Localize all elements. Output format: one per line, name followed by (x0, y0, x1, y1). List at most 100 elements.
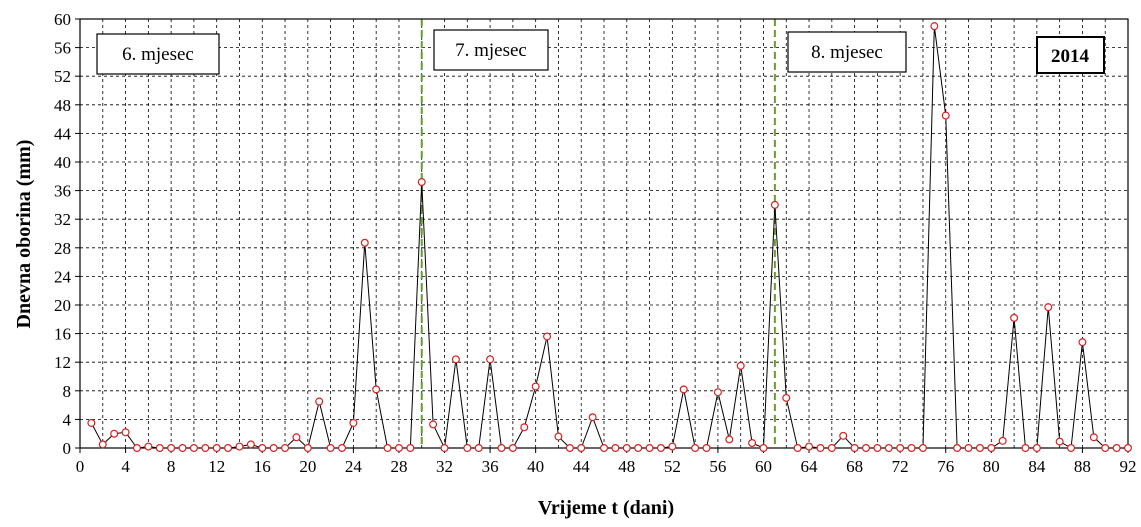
data-point (748, 438, 757, 447)
y-tick-label: 28 (54, 239, 71, 258)
x-tick-label: 24 (345, 457, 363, 476)
data-point (520, 423, 529, 432)
data-point (406, 444, 415, 453)
data-point (531, 382, 540, 391)
data-point (246, 440, 255, 449)
data-point (1032, 444, 1041, 453)
data-point (1101, 444, 1110, 453)
data-point (873, 444, 882, 453)
data-point (189, 444, 198, 453)
y-tick-label: 44 (54, 124, 72, 143)
data-point (315, 397, 324, 406)
data-point (543, 332, 552, 341)
month-divider-layer (420, 19, 776, 448)
month-label-august: 8. mjesec (787, 31, 907, 73)
y-tick-label: 40 (54, 153, 71, 172)
x-tick-label: 0 (76, 457, 85, 476)
data-point (201, 444, 210, 453)
x-tick-label: 36 (482, 457, 499, 476)
data-point (338, 444, 347, 453)
year-label: 2014 (1036, 36, 1105, 74)
month-label-box (433, 29, 549, 71)
month-label-text: 8. mjesec (811, 42, 883, 63)
x-tick-label: 44 (573, 457, 591, 476)
data-point (622, 444, 631, 453)
data-point (565, 444, 574, 453)
y-tick-label: 8 (63, 382, 72, 401)
data-point (611, 444, 620, 453)
data-point (577, 444, 586, 453)
data-point (349, 418, 358, 427)
data-point (1010, 313, 1019, 322)
y-tick-label: 16 (54, 325, 71, 344)
y-tick-label: 24 (54, 267, 72, 286)
y-tick-label: 52 (54, 67, 71, 86)
x-tick-label: 60 (755, 457, 772, 476)
data-point (1089, 433, 1098, 442)
data-point (303, 444, 312, 453)
data-point (998, 436, 1007, 445)
data-point (861, 444, 870, 453)
data-point (497, 444, 506, 453)
data-point (167, 444, 176, 453)
data-point (941, 111, 950, 120)
series-layer (87, 22, 1132, 453)
data-point (383, 444, 392, 453)
data-point (839, 431, 848, 440)
data-point (440, 444, 449, 453)
data-point (1123, 444, 1132, 453)
x-tick-label: 76 (937, 457, 954, 476)
data-point (907, 444, 916, 453)
x-tick-label: 40 (527, 457, 544, 476)
data-point (702, 444, 711, 453)
data-point (588, 413, 597, 422)
y-tick-label: 36 (54, 182, 71, 201)
data-point (634, 444, 643, 453)
data-point (770, 200, 779, 209)
data-point (98, 440, 107, 449)
data-point (599, 444, 608, 453)
y-tick-label: 48 (54, 96, 71, 115)
data-point (1055, 437, 1064, 446)
data-point (269, 444, 278, 453)
data-point (258, 444, 267, 453)
data-point (975, 444, 984, 453)
data-point (281, 444, 290, 453)
data-point (850, 444, 859, 453)
data-point (1021, 444, 1030, 453)
data-point (759, 444, 768, 453)
x-tick-label: 48 (618, 457, 635, 476)
data-point (121, 428, 130, 437)
data-point (884, 444, 893, 453)
data-point (292, 433, 301, 442)
data-point (155, 444, 164, 453)
x-tick-label: 72 (892, 457, 909, 476)
y-axis-title: Dnevna oborina (mm) (13, 140, 35, 329)
grid-layer (80, 19, 1128, 448)
x-tick-label: 16 (254, 457, 271, 476)
x-tick-label: 64 (801, 457, 819, 476)
data-point (132, 444, 141, 453)
data-point (486, 355, 495, 364)
month-label-july: 7. mjesec (433, 29, 549, 71)
month-label-june: 6. mjesec (96, 33, 220, 75)
data-point (178, 444, 187, 453)
x-tick-label: 12 (208, 457, 225, 476)
month-label-box (787, 31, 907, 73)
x-tick-label: 68 (846, 457, 863, 476)
x-tick-label: 56 (709, 457, 726, 476)
x-tick-label: 8 (167, 457, 176, 476)
data-point (645, 444, 654, 453)
data-point (964, 444, 973, 453)
x-tick-label: 84 (1028, 457, 1046, 476)
data-point (827, 444, 836, 453)
y-tick-label: 12 (54, 353, 71, 372)
data-point (793, 444, 802, 453)
x-tick-label: 88 (1074, 457, 1091, 476)
month-label-text: 7. mjesec (455, 40, 527, 61)
month-label-box (96, 33, 220, 75)
x-tick-label: 28 (390, 457, 407, 476)
data-point (918, 444, 927, 453)
data-point (736, 361, 745, 370)
